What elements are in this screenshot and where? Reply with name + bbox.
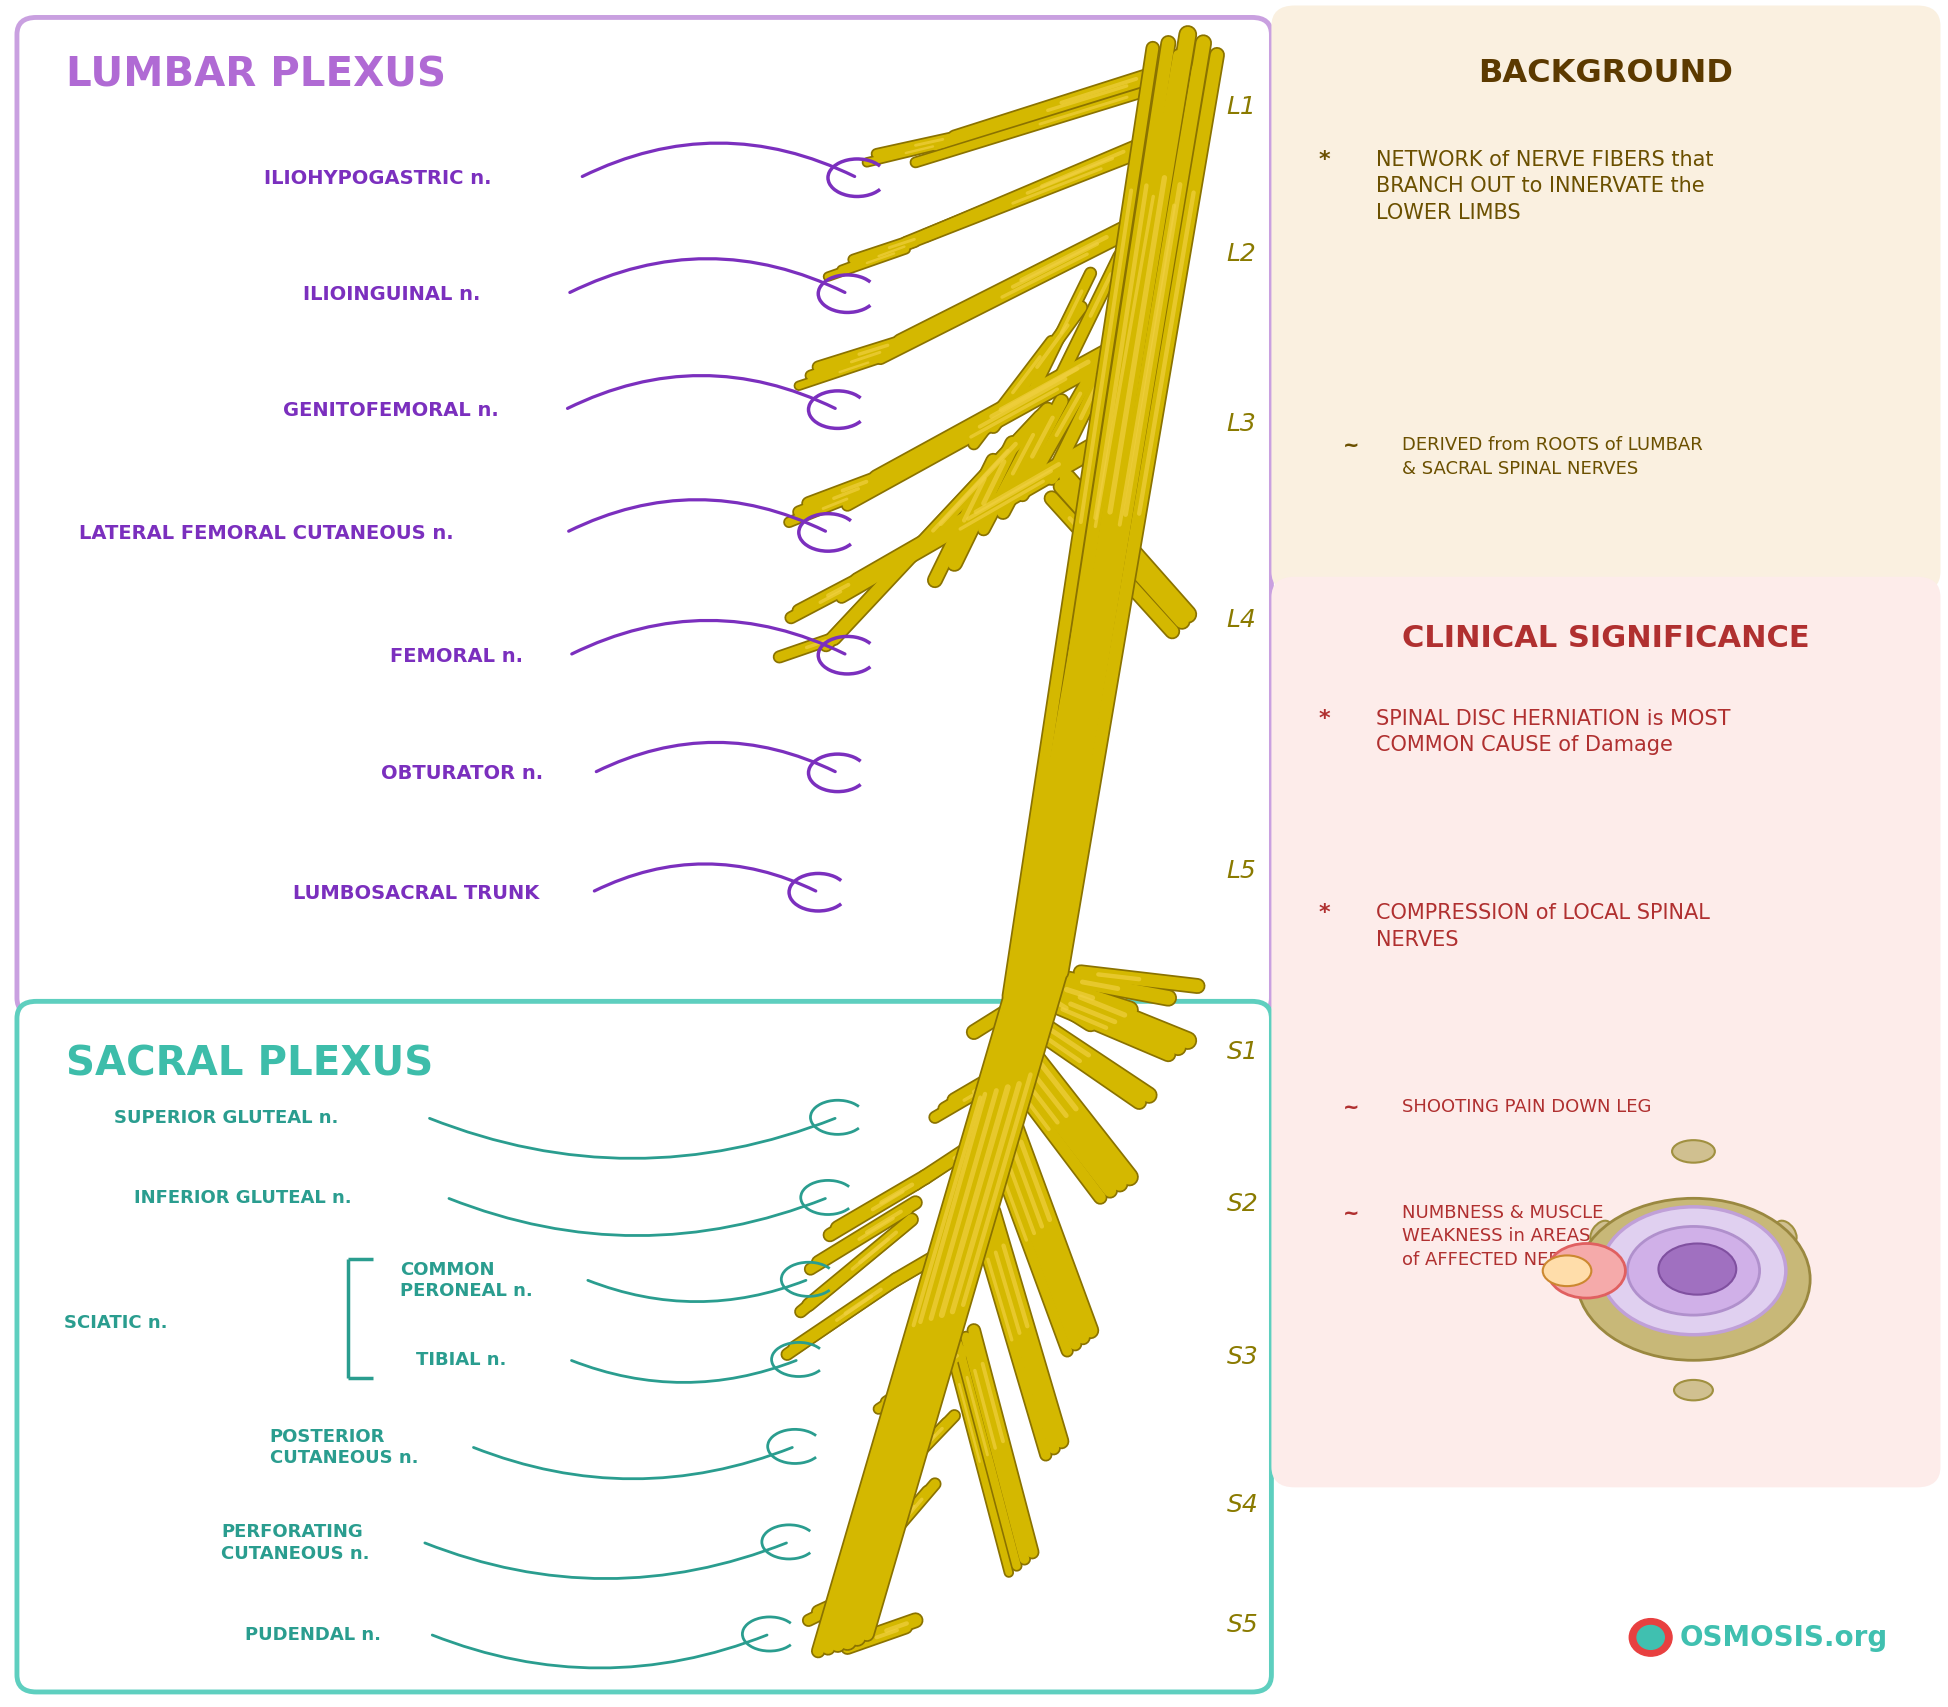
Text: COMPRESSION of LOCAL SPINAL
NERVES: COMPRESSION of LOCAL SPINAL NERVES xyxy=(1375,903,1710,949)
Ellipse shape xyxy=(1576,1198,1810,1360)
Ellipse shape xyxy=(1543,1256,1590,1287)
Text: BACKGROUND: BACKGROUND xyxy=(1479,58,1732,89)
Ellipse shape xyxy=(1775,1221,1796,1244)
Text: ILIOHYPOGASTRIC n.: ILIOHYPOGASTRIC n. xyxy=(263,169,491,188)
Ellipse shape xyxy=(1599,1311,1619,1333)
Text: GENITOFEMORAL n.: GENITOFEMORAL n. xyxy=(282,401,499,420)
Ellipse shape xyxy=(1673,1379,1712,1400)
Text: S5: S5 xyxy=(1225,1611,1258,1635)
Text: POSTERIOR
CUTANEOUS n.: POSTERIOR CUTANEOUS n. xyxy=(269,1427,419,1466)
Circle shape xyxy=(1629,1618,1671,1656)
Ellipse shape xyxy=(1599,1207,1784,1335)
Text: S2: S2 xyxy=(1225,1191,1258,1215)
Ellipse shape xyxy=(1767,1311,1786,1333)
FancyBboxPatch shape xyxy=(1270,577,1940,1487)
Text: SUPERIOR GLUTEAL n.: SUPERIOR GLUTEAL n. xyxy=(115,1108,339,1127)
Text: SHOOTING PAIN DOWN LEG: SHOOTING PAIN DOWN LEG xyxy=(1401,1098,1650,1115)
Text: LUMBOSACRAL TRUNK: LUMBOSACRAL TRUNK xyxy=(292,883,540,903)
Text: *: * xyxy=(1317,150,1329,169)
Text: PUDENDAL n.: PUDENDAL n. xyxy=(244,1625,380,1644)
Text: ILIOINGUINAL n.: ILIOINGUINAL n. xyxy=(302,285,479,304)
Text: COMMON
PERONEAL n.: COMMON PERONEAL n. xyxy=(399,1260,532,1299)
Text: NETWORK of NERVE FIBERS that
BRANCH OUT to INNERVATE the
LOWER LIMBS: NETWORK of NERVE FIBERS that BRANCH OUT … xyxy=(1375,150,1712,222)
Text: *: * xyxy=(1317,903,1329,923)
Text: ~: ~ xyxy=(1342,435,1360,456)
Text: SPINAL DISC HERNIATION is MOST
COMMON CAUSE of Damage: SPINAL DISC HERNIATION is MOST COMMON CA… xyxy=(1375,708,1730,754)
Text: LATERAL FEMORAL CUTANEOUS n.: LATERAL FEMORAL CUTANEOUS n. xyxy=(80,524,454,543)
Text: L3: L3 xyxy=(1225,411,1256,435)
FancyBboxPatch shape xyxy=(18,1002,1270,1692)
Ellipse shape xyxy=(1590,1221,1611,1244)
Text: S1: S1 xyxy=(1225,1040,1258,1063)
Text: OSMOSIS.org: OSMOSIS.org xyxy=(1679,1623,1888,1651)
Text: TIBIAL n.: TIBIAL n. xyxy=(415,1350,506,1369)
Circle shape xyxy=(1636,1625,1664,1649)
Text: S3: S3 xyxy=(1225,1343,1258,1369)
Ellipse shape xyxy=(1658,1244,1736,1296)
Text: L5: L5 xyxy=(1225,859,1256,883)
Text: FEMORAL n.: FEMORAL n. xyxy=(390,647,524,666)
Text: SCIATIC n.: SCIATIC n. xyxy=(64,1313,168,1331)
Text: L4: L4 xyxy=(1225,608,1256,632)
Text: *: * xyxy=(1317,708,1329,729)
Ellipse shape xyxy=(1671,1140,1714,1162)
Ellipse shape xyxy=(1627,1227,1759,1316)
Text: S4: S4 xyxy=(1225,1492,1258,1516)
Text: OBTURATOR n.: OBTURATOR n. xyxy=(380,765,542,784)
Text: PERFORATING
CUTANEOUS n.: PERFORATING CUTANEOUS n. xyxy=(220,1523,370,1562)
FancyBboxPatch shape xyxy=(1270,7,1940,592)
Text: ~: ~ xyxy=(1342,1203,1360,1222)
Text: L2: L2 xyxy=(1225,242,1256,266)
Text: SACRAL PLEXUS: SACRAL PLEXUS xyxy=(66,1045,432,1084)
Text: CLINICAL SIGNIFICANCE: CLINICAL SIGNIFICANCE xyxy=(1401,623,1810,652)
Text: LUMBAR PLEXUS: LUMBAR PLEXUS xyxy=(66,56,446,96)
Text: INFERIOR GLUTEAL n.: INFERIOR GLUTEAL n. xyxy=(134,1188,351,1207)
Text: L1: L1 xyxy=(1225,96,1256,119)
Text: NUMBNESS & MUSCLE
WEAKNESS in AREAS
of AFFECTED NERVES: NUMBNESS & MUSCLE WEAKNESS in AREAS of A… xyxy=(1401,1203,1603,1268)
FancyBboxPatch shape xyxy=(18,19,1270,1016)
Text: DERIVED from ROOTS of LUMBAR
& SACRAL SPINAL NERVES: DERIVED from ROOTS of LUMBAR & SACRAL SP… xyxy=(1401,435,1703,478)
Ellipse shape xyxy=(1547,1244,1625,1299)
Text: ~: ~ xyxy=(1342,1098,1360,1116)
